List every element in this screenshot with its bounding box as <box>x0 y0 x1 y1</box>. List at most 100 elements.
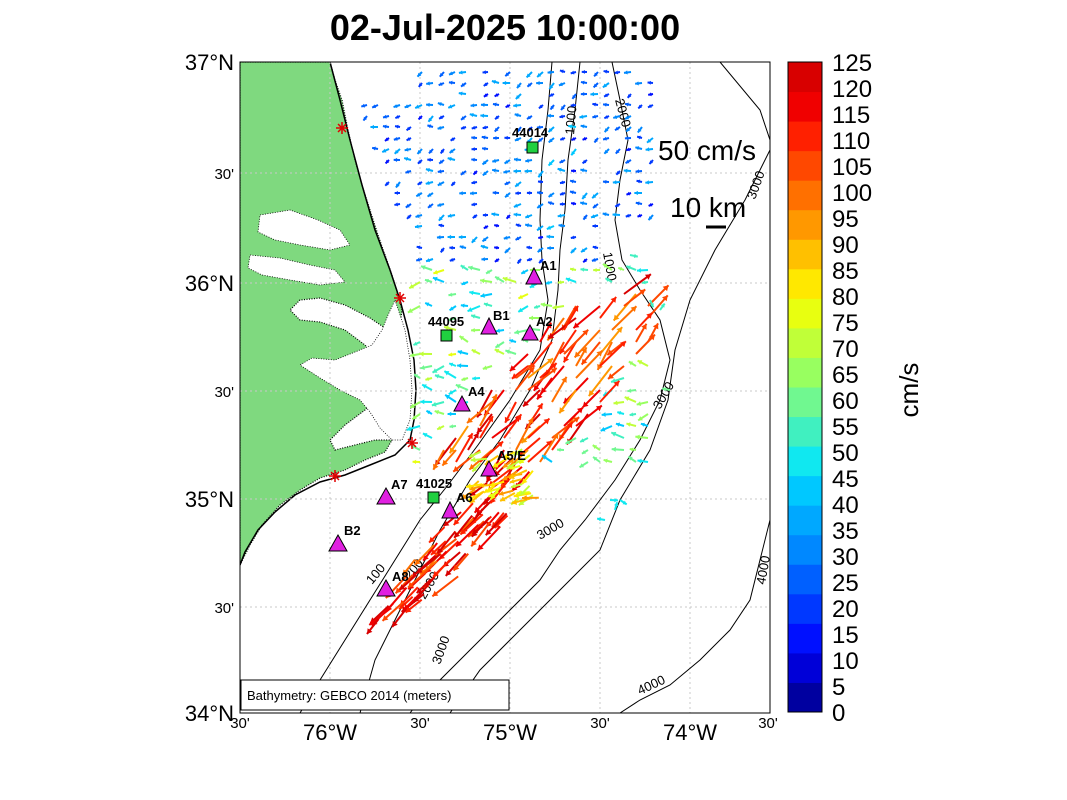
current-vector-head <box>492 462 499 468</box>
current-vector-head <box>422 384 427 389</box>
current-vector-head <box>604 149 609 154</box>
current-vector-head <box>382 148 387 153</box>
current-vector-head <box>641 323 647 330</box>
colorbar-tick-label: 95 <box>832 206 859 233</box>
current-vector-head <box>505 104 510 108</box>
colorbar: 1251201151101051009590858075706560555045… <box>787 50 872 727</box>
current-vector-head <box>559 69 564 74</box>
svg-text:Bathymetry: GEBCO 2014 (meters: Bathymetry: GEBCO 2014 (meters) <box>247 688 451 703</box>
current-vector-head <box>611 431 617 437</box>
current-vector-head <box>616 327 623 334</box>
current-vector-head <box>470 490 477 496</box>
current-vector-head <box>432 276 438 282</box>
current-vector-head <box>471 147 475 152</box>
current-vector-head <box>513 203 518 208</box>
current-vector-head <box>404 147 409 152</box>
current-vector-head <box>433 269 438 275</box>
current-vector-head <box>449 71 453 76</box>
current-vector-head <box>580 92 585 97</box>
current-vector-head <box>430 549 437 555</box>
current-vector-head <box>506 214 511 219</box>
current-vector-head <box>625 213 630 218</box>
station-a2-marker <box>521 323 539 341</box>
current-vector-head <box>538 104 543 109</box>
buoy-44095-marker <box>440 329 453 342</box>
current-vector-head <box>504 135 508 140</box>
current-vector-head <box>511 499 518 505</box>
current-vector-head <box>593 83 598 88</box>
current-vector-head <box>447 411 452 417</box>
current-vector-head <box>582 136 587 141</box>
current-vector <box>527 367 558 391</box>
current-vector-head <box>406 126 411 131</box>
colorbar-tick-label: 85 <box>832 258 859 285</box>
current-vector-head <box>538 173 543 178</box>
current-vector-head <box>445 570 452 576</box>
current-vector-head <box>581 347 587 354</box>
current-vector-head <box>536 80 540 86</box>
current-vector-head <box>537 248 542 253</box>
current-vector-head <box>537 190 541 195</box>
current-vector-head <box>662 387 667 392</box>
current-vector-head <box>416 587 423 594</box>
current-vector-head <box>429 536 435 543</box>
current-vector-head <box>432 590 439 597</box>
current-vector-head <box>453 519 460 525</box>
current-vector-head <box>548 138 553 143</box>
current-vector-head <box>471 157 475 162</box>
current-vector-head <box>525 223 529 228</box>
colorbar-swatch <box>788 91 822 122</box>
svg-text:34°N: 34°N <box>185 701 234 726</box>
colorbar-swatch <box>788 298 822 329</box>
current-vector-head <box>461 281 466 286</box>
current-vector-head <box>508 473 515 480</box>
current-vector-head <box>522 478 528 484</box>
current-vector-head <box>543 418 550 425</box>
current-vector-head <box>557 213 562 218</box>
current-vector-head <box>547 70 552 75</box>
current-vector-head <box>444 325 449 331</box>
current-vector-head <box>480 483 485 488</box>
current-vector-head <box>549 85 554 90</box>
colorbar-unit: cm/s <box>894 363 924 418</box>
colorbar-tick-label: 35 <box>832 518 859 545</box>
current-vector-head <box>616 171 621 175</box>
current-vector-head <box>649 160 654 165</box>
current-vector-head <box>410 403 415 408</box>
current-vector-head <box>619 341 626 348</box>
current-vector-head <box>538 235 542 240</box>
current-vector-head <box>467 433 473 440</box>
current-vector-head <box>509 365 516 372</box>
current-vector-head <box>427 124 432 129</box>
current-vector-head <box>515 223 520 228</box>
svg-text:30': 30' <box>410 715 430 732</box>
current-vector-head <box>416 192 421 197</box>
current-vector-head <box>448 352 453 357</box>
current-vector-head <box>382 615 389 621</box>
current-vector-head <box>448 292 453 297</box>
current-vector-head <box>596 350 603 357</box>
current-vector-head <box>571 168 575 173</box>
station-a1-marker <box>525 266 543 285</box>
current-vector-head <box>437 125 442 130</box>
current-vector-head <box>444 371 450 376</box>
station-a4-marker <box>453 394 471 412</box>
svg-text:30': 30' <box>214 384 234 401</box>
colorbar-swatch <box>788 505 822 536</box>
svg-text:1000: 1000 <box>600 251 620 282</box>
current-vector-head <box>646 312 653 319</box>
current-vector-head <box>615 126 619 131</box>
svg-text:30': 30' <box>214 166 234 183</box>
bathymetry-note: Bathymetry: GEBCO 2014 (meters) <box>240 679 510 711</box>
current-vector-head <box>601 412 606 417</box>
current-vector-head <box>626 422 631 427</box>
current-vector-head <box>565 277 571 283</box>
colorbar-swatch <box>788 387 822 418</box>
current-vector-head <box>471 180 476 185</box>
distance-scale-label: 10 km <box>670 192 746 223</box>
map-panel: 2000 1000 1000 3000 3000 3000 3000 4000 … <box>185 50 778 745</box>
current-vector-head <box>549 93 554 97</box>
current-vector-head <box>456 540 462 547</box>
current-vector-head <box>547 113 551 118</box>
